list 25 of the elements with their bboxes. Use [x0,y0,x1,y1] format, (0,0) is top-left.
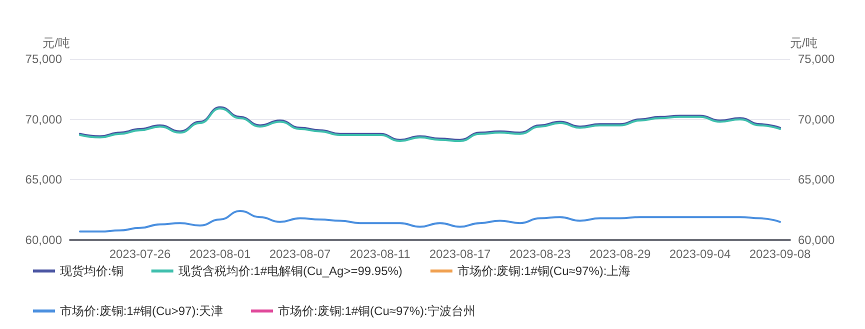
legend-label: 市场价:废铜:1#铜(Cu≈97%):宁波台州 [278,304,476,318]
legend-label: 现货含税均价:1#电解铜(Cu_Ag>=99.95%) [178,264,402,278]
legend-label: 市场价:废铜:1#铜(Cu>97):天津 [60,304,224,318]
y-tick-label: 65,000 [25,172,62,187]
x-tick-label: 2023-09-08 [749,247,812,261]
x-tick-label: 2023-08-07 [269,247,332,261]
x-tick-label: 2023-08-17 [429,247,492,261]
y2-tick-label: 65,000 [798,172,836,187]
x-tick-label: 2023-08-29 [589,247,652,261]
x-tick-label: 2023-09-04 [669,247,732,261]
x-tick-label: 2023-08-23 [509,247,572,261]
y-tick-label: 60,000 [25,233,62,247]
y2-tick-label: 60,000 [798,233,836,247]
y-tick-label: 75,000 [25,52,62,66]
y-tick-label: 70,000 [25,112,62,126]
legend-label: 现货均价:铜 [60,264,124,278]
y-axis-title: 元/吨 [42,36,70,50]
legend-label: 市场价:废铜:1#铜(Cu≈97%):上海 [457,264,631,278]
x-tick-label: 2023-08-11 [350,247,411,261]
y2-tick-label: 70,000 [798,112,836,126]
line-series [79,210,781,233]
y2-axis-title: 元/吨 [790,36,818,50]
x-tick-label: 2023-07-26 [109,247,172,261]
x-tick-label: 2023-08-01 [189,247,252,261]
y2-tick-label: 75,000 [798,52,836,66]
